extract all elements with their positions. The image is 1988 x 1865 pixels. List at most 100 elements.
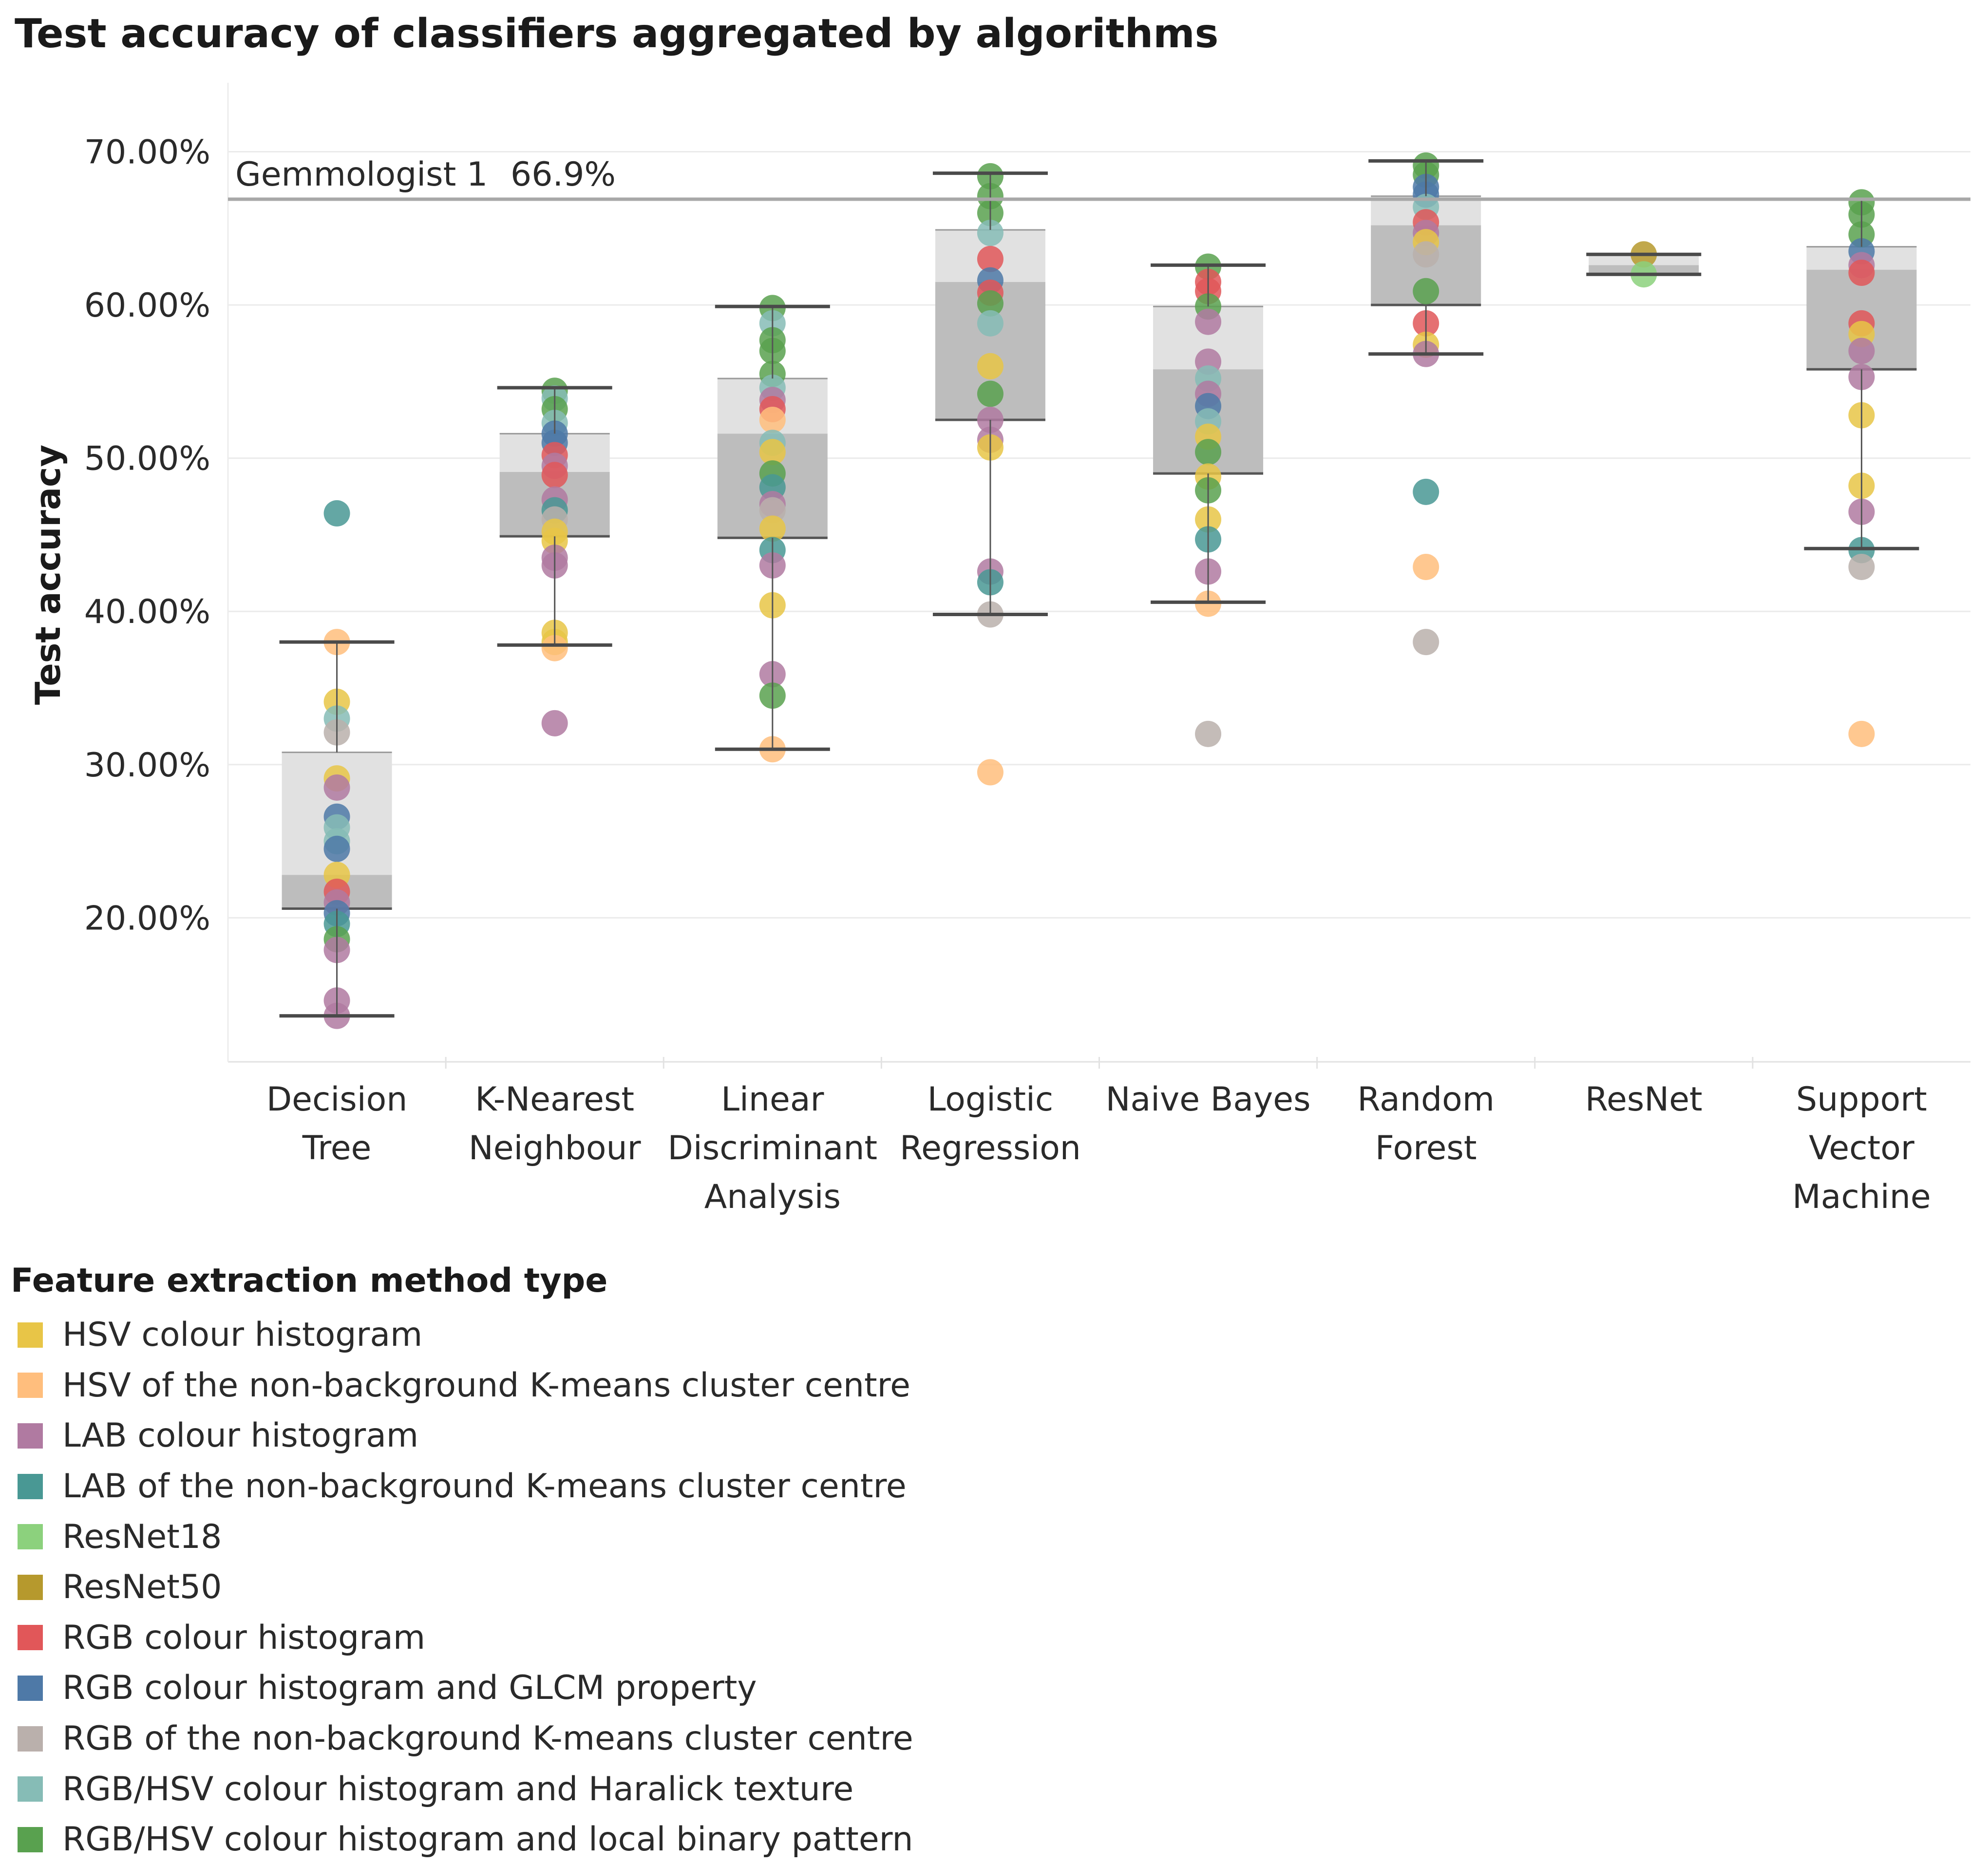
legend-swatch	[18, 1726, 43, 1752]
legend-swatch	[18, 1322, 43, 1348]
legend-label: RGB/HSV colour histogram and Haralick te…	[62, 1770, 854, 1808]
data-point	[977, 220, 1003, 246]
legend-label: LAB of the non-background K-means cluste…	[62, 1467, 907, 1506]
gridlines	[228, 151, 1970, 919]
box-plots	[282, 195, 1917, 910]
legend-swatch	[18, 1473, 43, 1499]
y-axis-title: Test accuracy	[28, 445, 68, 705]
whiskers	[279, 159, 1919, 1018]
x-tick-label: Linear	[721, 1080, 824, 1119]
legend-swatch	[18, 1524, 43, 1550]
legend-label: ResNet50	[62, 1568, 222, 1607]
data-point	[977, 353, 1003, 379]
legend-item: RGB colour histogram	[11, 1613, 913, 1663]
legend: Feature extraction method type HSV colou…	[11, 1262, 913, 1865]
x-tick-label: Decision	[266, 1080, 408, 1119]
legend-swatch	[18, 1373, 43, 1398]
data-point	[977, 245, 1003, 272]
legend-item: LAB colour histogram	[11, 1411, 913, 1461]
data-point	[1848, 338, 1875, 364]
x-tick-label: Neighbour	[469, 1129, 641, 1168]
legend-item: HSV colour histogram	[11, 1310, 913, 1360]
data-point	[977, 310, 1003, 337]
legend-swatch	[18, 1625, 43, 1651]
data-point	[1848, 720, 1875, 747]
data-point	[323, 835, 350, 862]
data-point	[1413, 478, 1439, 505]
x-tick-label: Machine	[1792, 1178, 1931, 1216]
data-point	[1195, 308, 1222, 335]
data-points	[323, 152, 1875, 1029]
legend-label: HSV of the non-background K-means cluste…	[62, 1366, 910, 1405]
x-tick-label: ResNet	[1585, 1080, 1703, 1119]
legend-label: RGB colour histogram and GLCM property	[62, 1669, 757, 1708]
legend-item: ResNet18	[11, 1511, 913, 1562]
x-tick-labels: Decision Tree K-Nearest Neighbour Linear Disc…	[266, 1080, 1931, 1216]
legend-label: LAB colour histogram	[62, 1416, 419, 1455]
legend-item: ResNet50	[11, 1562, 913, 1613]
legend-item: RGB colour histogram and GLCM property	[11, 1663, 913, 1714]
data-point	[977, 759, 1003, 786]
data-point	[1848, 553, 1875, 580]
reference-line-value: 66.9%	[511, 155, 616, 194]
legend-swatch	[18, 1574, 43, 1600]
x-tick-label: Vector	[1809, 1129, 1914, 1168]
legend-label: RGB/HSV colour histogram and local binar…	[62, 1820, 913, 1859]
data-point	[1848, 260, 1875, 286]
legend-label: ResNet18	[62, 1517, 222, 1556]
legend-label: RGB colour histogram	[62, 1618, 426, 1657]
y-tick-labels: 20.00% 30.00% 40.00% 50.00% 60.00% 70.00%	[84, 133, 210, 938]
axes	[227, 83, 1970, 1069]
y-tick-label: 30.00%	[84, 746, 210, 785]
data-point	[759, 439, 786, 466]
legend-title: Feature extraction method type	[11, 1262, 608, 1300]
data-point	[759, 407, 786, 433]
data-point	[1413, 629, 1439, 656]
data-point	[541, 710, 568, 736]
legend-label: HSV colour histogram	[62, 1316, 423, 1355]
data-point	[541, 462, 568, 489]
x-tick-label: Discriminant	[668, 1129, 878, 1168]
data-point	[759, 497, 786, 524]
legend-swatch	[18, 1827, 43, 1852]
legend-item: HSV of the non-background K-means cluste…	[11, 1360, 913, 1411]
legend-swatch	[18, 1675, 43, 1701]
x-tick-label: Regression	[900, 1129, 1081, 1168]
legend-item: RGB of the non-background K-means cluste…	[11, 1714, 913, 1764]
legend-swatch	[18, 1776, 43, 1802]
x-tick-label: Analysis	[704, 1178, 841, 1216]
legend-items: HSV colour histogram HSV of the non-backg…	[11, 1310, 913, 1865]
x-tick-label: Forest	[1375, 1129, 1477, 1168]
reference-line-label: Gemmologist 1	[235, 155, 488, 194]
legend-item: RGB/HSV colour histogram and local binar…	[11, 1814, 913, 1865]
x-tick-label: K-Nearest	[475, 1080, 634, 1119]
y-tick-label: 70.00%	[84, 133, 210, 172]
reference-line-group: Gemmologist 1 66.9%	[228, 155, 1970, 201]
y-tick-label: 40.00%	[84, 593, 210, 631]
plot-area: Gemmologist 1 66.9% 20.00% 30.00% 40.00% 50.…	[28, 83, 1970, 1216]
data-point	[541, 635, 568, 661]
x-tick-label: Tree	[302, 1129, 372, 1168]
y-tick-label: 60.00%	[84, 286, 210, 325]
data-point	[1413, 241, 1439, 268]
data-point	[977, 380, 1003, 407]
data-point	[1195, 439, 1222, 466]
y-tick-label: 50.00%	[84, 440, 210, 478]
x-tick-label: Logistic	[928, 1080, 1054, 1119]
legend-item: LAB of the non-background K-means cluste…	[11, 1461, 913, 1512]
x-tick-label: Support	[1796, 1080, 1927, 1119]
data-point	[323, 774, 350, 801]
data-point	[1195, 720, 1222, 747]
legend-item: RGB/HSV colour histogram and Haralick te…	[11, 1764, 913, 1814]
x-tick-label: Naive Bayes	[1106, 1080, 1311, 1119]
data-point	[977, 290, 1003, 317]
y-tick-label: 20.00%	[84, 899, 210, 938]
legend-swatch	[18, 1423, 43, 1449]
data-point	[323, 500, 350, 527]
legend-label: RGB of the non-background K-means cluste…	[62, 1719, 913, 1758]
data-point	[759, 515, 786, 542]
chart-title: Test accuracy of classifiers aggregated …	[15, 11, 1219, 57]
data-point	[1413, 278, 1439, 304]
data-point	[1413, 553, 1439, 580]
x-tick-label: Random	[1357, 1080, 1495, 1119]
